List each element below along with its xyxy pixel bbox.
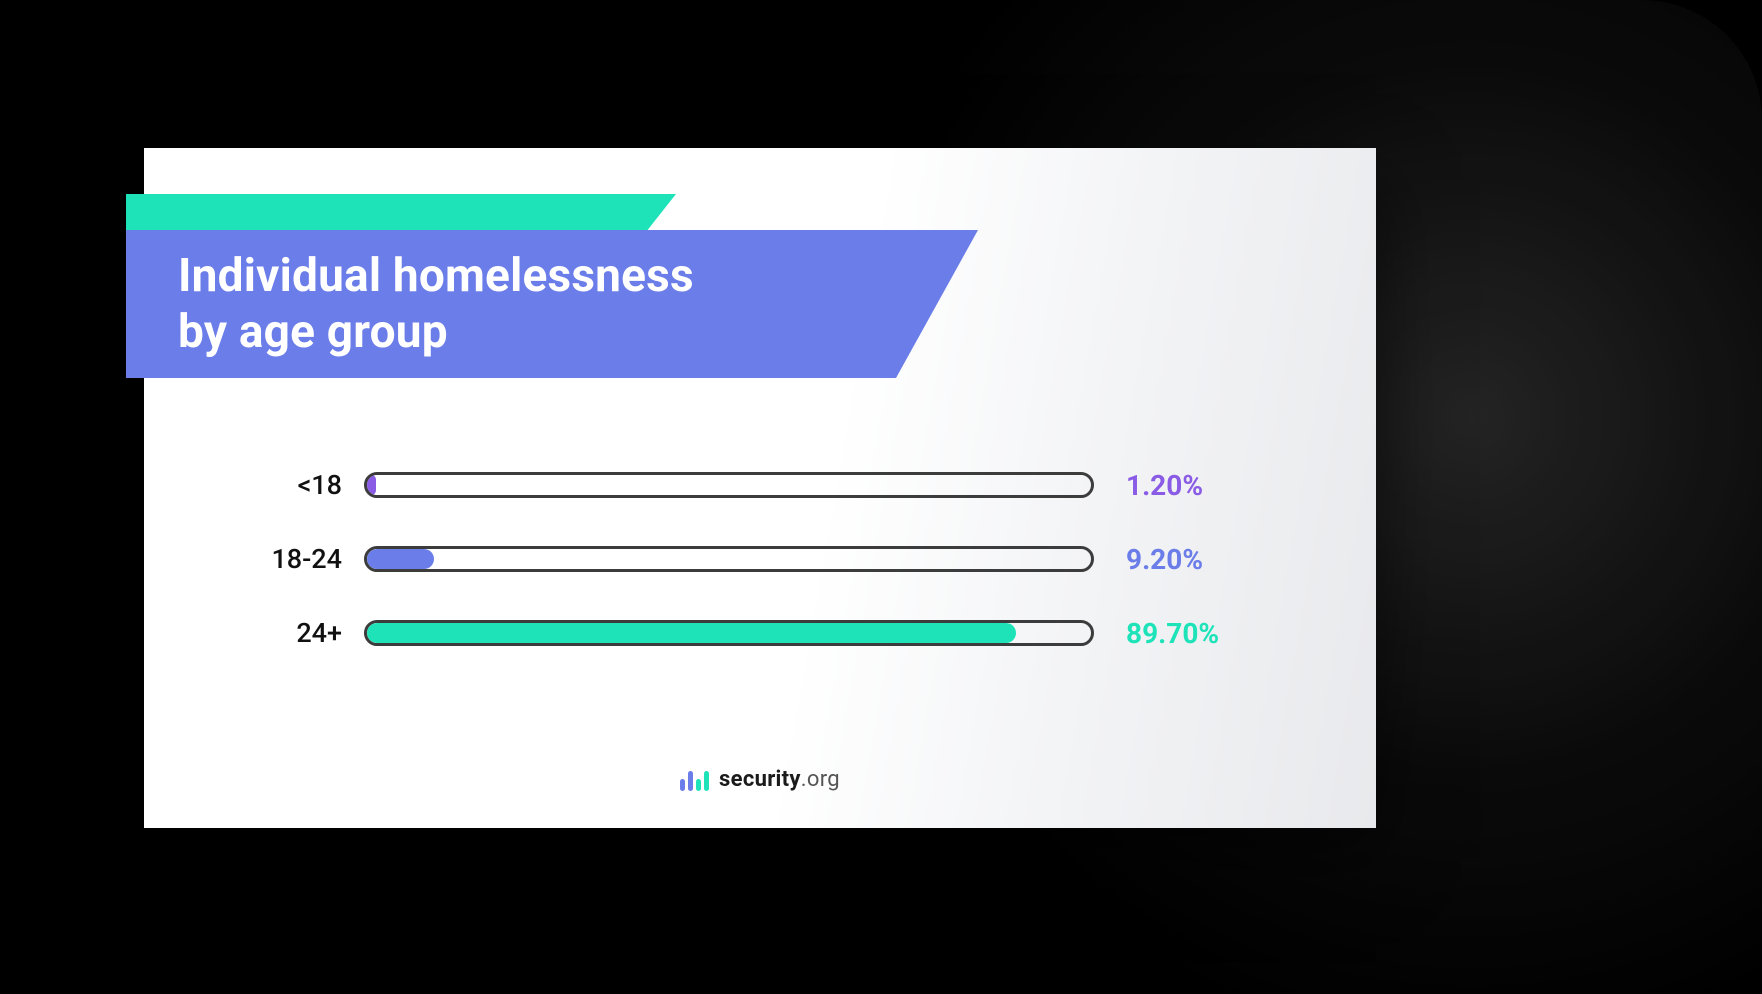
title-banner: Individual homelessness by age group [126,230,896,378]
bar-label: <18 [244,469,364,501]
brand-text: security.org [719,767,840,792]
bar-row: 24+ 89.70% [244,606,1296,660]
title-line-2: by age group [178,305,448,359]
logo-bar [696,779,701,791]
bar-row: <18 1.20% [244,458,1296,512]
chart-title: Individual homelessness by age group [178,248,694,360]
logo-bar [680,779,685,791]
bar-label: 18-24 [244,543,364,575]
bar-value: 1.20% [1094,469,1254,502]
logo-bar [688,771,693,791]
accent-strip [126,194,646,232]
brand-name: security [719,767,801,792]
logo-bar [704,771,709,791]
bar-row: 18-24 9.20% [244,532,1296,586]
bar-fill [367,475,376,495]
bar-value: 9.20% [1094,543,1254,576]
bar-track [364,546,1094,572]
brand-logo-icon [680,769,709,791]
bar-fill [367,623,1016,643]
brand-footer: security.org [144,767,1376,792]
bar-value: 89.70% [1094,617,1254,650]
bar-track [364,472,1094,498]
bar-track [364,620,1094,646]
bars-area: <18 1.20% 18-24 9.20% 24+ 89.70% [244,458,1296,680]
infographic-card: Individual homelessness by age group <18… [144,148,1376,828]
brand-tld: .org [801,767,840,792]
title-line-1: Individual homelessness [178,249,694,303]
bar-fill [367,549,434,569]
bar-label: 24+ [244,617,364,649]
